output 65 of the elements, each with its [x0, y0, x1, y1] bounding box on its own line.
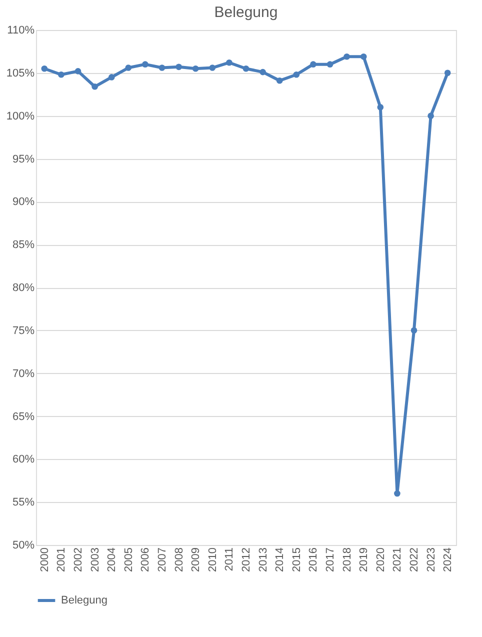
- y-tick-label: 100%: [6, 110, 35, 122]
- point: [326, 61, 334, 68]
- x-tick-label: 2002: [72, 548, 84, 572]
- y-tick-label: 70%: [12, 368, 35, 380]
- point: [310, 61, 316, 68]
- point: [293, 71, 300, 78]
- point: [192, 65, 199, 72]
- x-tick-label: 2021: [392, 548, 404, 572]
- y-tick-label: 50%: [12, 540, 35, 552]
- point: [276, 77, 283, 84]
- x-tick-label: 2024: [442, 548, 454, 572]
- x-tick-label: 2017: [324, 548, 336, 572]
- x-tick-label: 2001: [56, 548, 68, 572]
- point: [394, 490, 400, 497]
- y-tick-label: 55%: [12, 496, 35, 509]
- x-tick-label: 2004: [106, 548, 118, 572]
- y-tick-label: 110%: [7, 24, 35, 36]
- x-tick-label: 2011: [224, 548, 236, 572]
- x-tick-label: 2019: [358, 548, 370, 572]
- x-tick-label: 2013: [257, 548, 270, 572]
- point: [444, 70, 451, 76]
- point: [58, 71, 64, 78]
- point: [176, 64, 182, 70]
- x-tick-label: 2020: [374, 548, 387, 572]
- point: [428, 112, 434, 119]
- point: [41, 65, 48, 72]
- x-tick-label: 2022: [408, 548, 420, 572]
- point: [260, 68, 266, 76]
- x-tick-label: 2015: [290, 548, 303, 572]
- chart-title: Belegung: [214, 4, 278, 21]
- point: [242, 65, 250, 72]
- y-tick-label: 80%: [12, 282, 35, 294]
- point: [344, 53, 350, 60]
- y-tick-label: 75%: [12, 324, 35, 337]
- y-tick-label: 65%: [12, 410, 35, 423]
- y-tick-label: 60%: [12, 454, 35, 466]
- x-tick-label: 2016: [308, 548, 320, 572]
- point: [410, 327, 418, 334]
- x-tick-label: 2000: [38, 548, 51, 572]
- point: [74, 68, 82, 74]
- point: [125, 64, 132, 71]
- x-tick-label: 2023: [425, 548, 438, 572]
- x-tick-label: 2010: [206, 548, 219, 572]
- point: [108, 74, 115, 80]
- y-tick-label: 95%: [12, 153, 35, 166]
- y-tick-label: 85%: [12, 239, 35, 252]
- legend-label: Belegung: [61, 594, 108, 606]
- x-tick-label: 2012: [240, 548, 252, 572]
- x-tick-label: 2014: [274, 548, 286, 572]
- point: [209, 64, 216, 71]
- point: [158, 64, 166, 71]
- x-tick-label: 2006: [140, 548, 152, 572]
- point: [142, 61, 148, 68]
- x-tick-label: 2007: [156, 548, 168, 572]
- x-tick-label: 2009: [190, 548, 202, 572]
- x-tick-label: 2005: [122, 548, 135, 572]
- point: [377, 104, 384, 110]
- point: [226, 59, 232, 66]
- x-tick-label: 2003: [89, 548, 102, 572]
- x-tick-label: 2018: [341, 548, 354, 572]
- x-tick-label: 2008: [173, 548, 186, 572]
- y-tick-label: 90%: [12, 196, 35, 208]
- y-tick-label: 105%: [6, 67, 35, 80]
- point: [360, 53, 367, 60]
- point: [92, 83, 98, 90]
